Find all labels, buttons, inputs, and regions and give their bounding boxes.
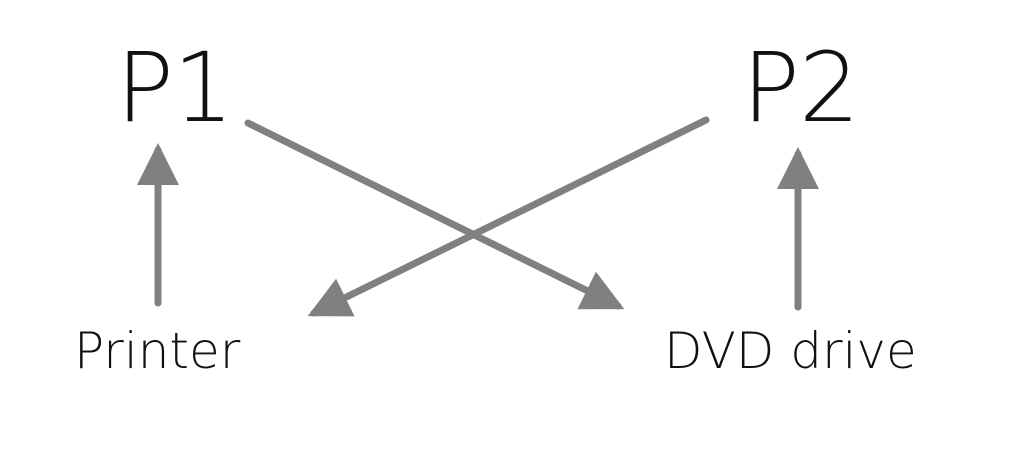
process-p2-label: P2 — [742, 32, 860, 144]
edge-p1-to-dvd — [244, 119, 625, 310]
edge-p2-to-printer — [307, 116, 710, 317]
resource-printer-label: Printer — [74, 322, 241, 380]
resource-dvd-drive-label: DVD drive — [664, 322, 917, 380]
process-p1-label: P1 — [116, 32, 234, 144]
